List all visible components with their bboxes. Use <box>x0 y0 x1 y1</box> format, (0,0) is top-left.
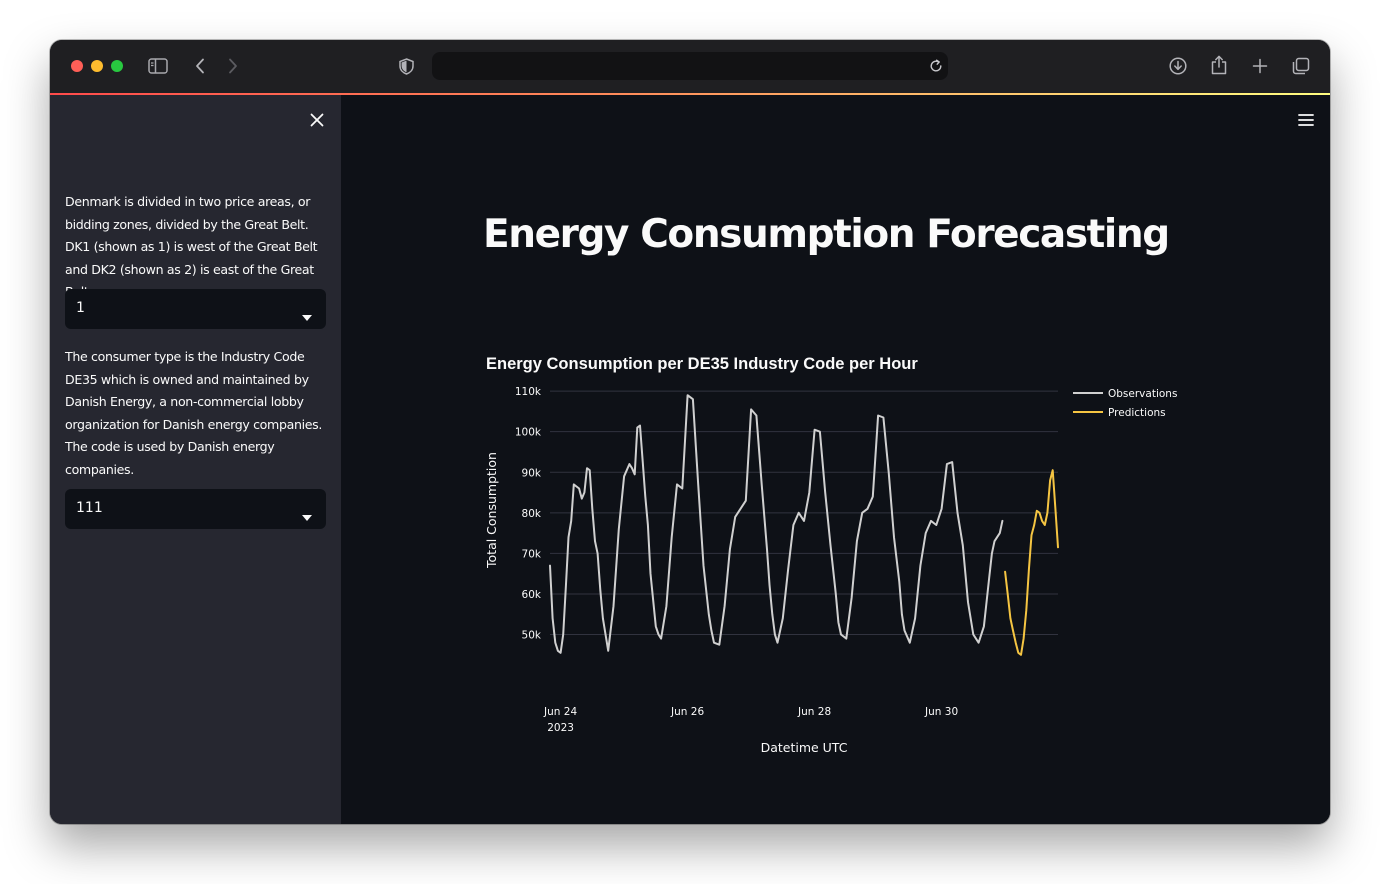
legend-label-observations[interactable]: Observations <box>1108 388 1177 400</box>
chart-legend[interactable]: Observations Predictions <box>1073 388 1177 419</box>
decoration-accent-line <box>50 93 1330 95</box>
chart-x-tick-label: Jun 24 <box>543 706 577 718</box>
chart-title: Energy Consumption per DE35 Industry Cod… <box>486 355 918 373</box>
sidebar-toggle-icon[interactable] <box>148 57 168 75</box>
sidebar: Denmark is divided in two price areas, o… <box>50 95 341 824</box>
shield-icon[interactable] <box>397 56 415 76</box>
minimize-window-button[interactable] <box>91 60 103 72</box>
chart-y-ticks: 50k 60k 70k 80k 90k 100k 110k <box>515 386 542 641</box>
chart-x-ticks: Jun 24 2023 Jun 26 Jun 28 Jun 30 <box>543 706 958 734</box>
chart-series[interactable] <box>549 394 1059 656</box>
price-area-help-text: Denmark is divided in two price areas, o… <box>65 194 318 299</box>
consumer-type-help-text: The consumer type is the Industry Code D… <box>65 349 323 477</box>
chart-y-tick-label: 90k <box>522 467 542 479</box>
hamburger-menu-icon[interactable] <box>1298 113 1314 126</box>
chart-x-tick-sublabel: 2023 <box>547 722 574 734</box>
chart-y-tick-label: 100k <box>515 427 542 439</box>
chart-series-line-observations[interactable] <box>549 394 1004 654</box>
chart-y-tick-label: 110k <box>515 386 542 398</box>
chart-x-axis-label: Datetime UTC <box>761 740 848 755</box>
main-content: Energy Consumption Forecasting Energy Co… <box>341 95 1330 824</box>
caret-down-icon <box>302 506 312 521</box>
chart-y-tick-label: 70k <box>522 548 542 560</box>
page-title: Energy Consumption Forecasting <box>483 212 1170 257</box>
consumer-type-select[interactable]: 111 <box>65 489 326 529</box>
legend-label-predictions[interactable]: Predictions <box>1108 407 1166 419</box>
close-window-button[interactable] <box>71 60 83 72</box>
chart-y-axis-label: Total Consumption <box>484 452 499 569</box>
price-area-select-value: 1 <box>76 300 85 316</box>
chevron-right-icon[interactable] <box>225 56 241 76</box>
consumer-type-select-value: 111 <box>76 500 103 516</box>
browser-window: Denmark is divided in two price areas, o… <box>50 40 1330 824</box>
chart-y-tick-label: 60k <box>522 589 542 601</box>
chart-y-tick-label: 50k <box>522 630 542 642</box>
close-icon[interactable] <box>308 111 326 129</box>
chevron-left-icon[interactable] <box>192 56 208 76</box>
caret-down-icon <box>302 306 312 321</box>
tabs-overview-icon[interactable] <box>1291 56 1311 76</box>
download-icon[interactable] <box>1168 56 1188 76</box>
energy-consumption-chart[interactable]: Energy Consumption per DE35 Industry Cod… <box>341 95 1330 824</box>
reload-icon[interactable] <box>928 58 944 74</box>
chart-gridlines <box>550 390 1058 636</box>
chart-y-tick-label: 80k <box>522 508 542 520</box>
plus-icon[interactable] <box>1251 56 1269 76</box>
address-bar[interactable] <box>432 52 948 80</box>
price-area-select[interactable]: 1 <box>65 289 326 329</box>
chart-x-tick-label: Jun 26 <box>670 706 704 718</box>
chart-x-tick-label: Jun 28 <box>797 706 831 718</box>
share-icon[interactable] <box>1209 54 1229 76</box>
chart-x-tick-label: Jun 30 <box>924 706 958 718</box>
browser-toolbar <box>50 40 1330 94</box>
chart-series-line-predictions[interactable] <box>1004 469 1059 656</box>
zoom-window-button[interactable] <box>111 60 123 72</box>
